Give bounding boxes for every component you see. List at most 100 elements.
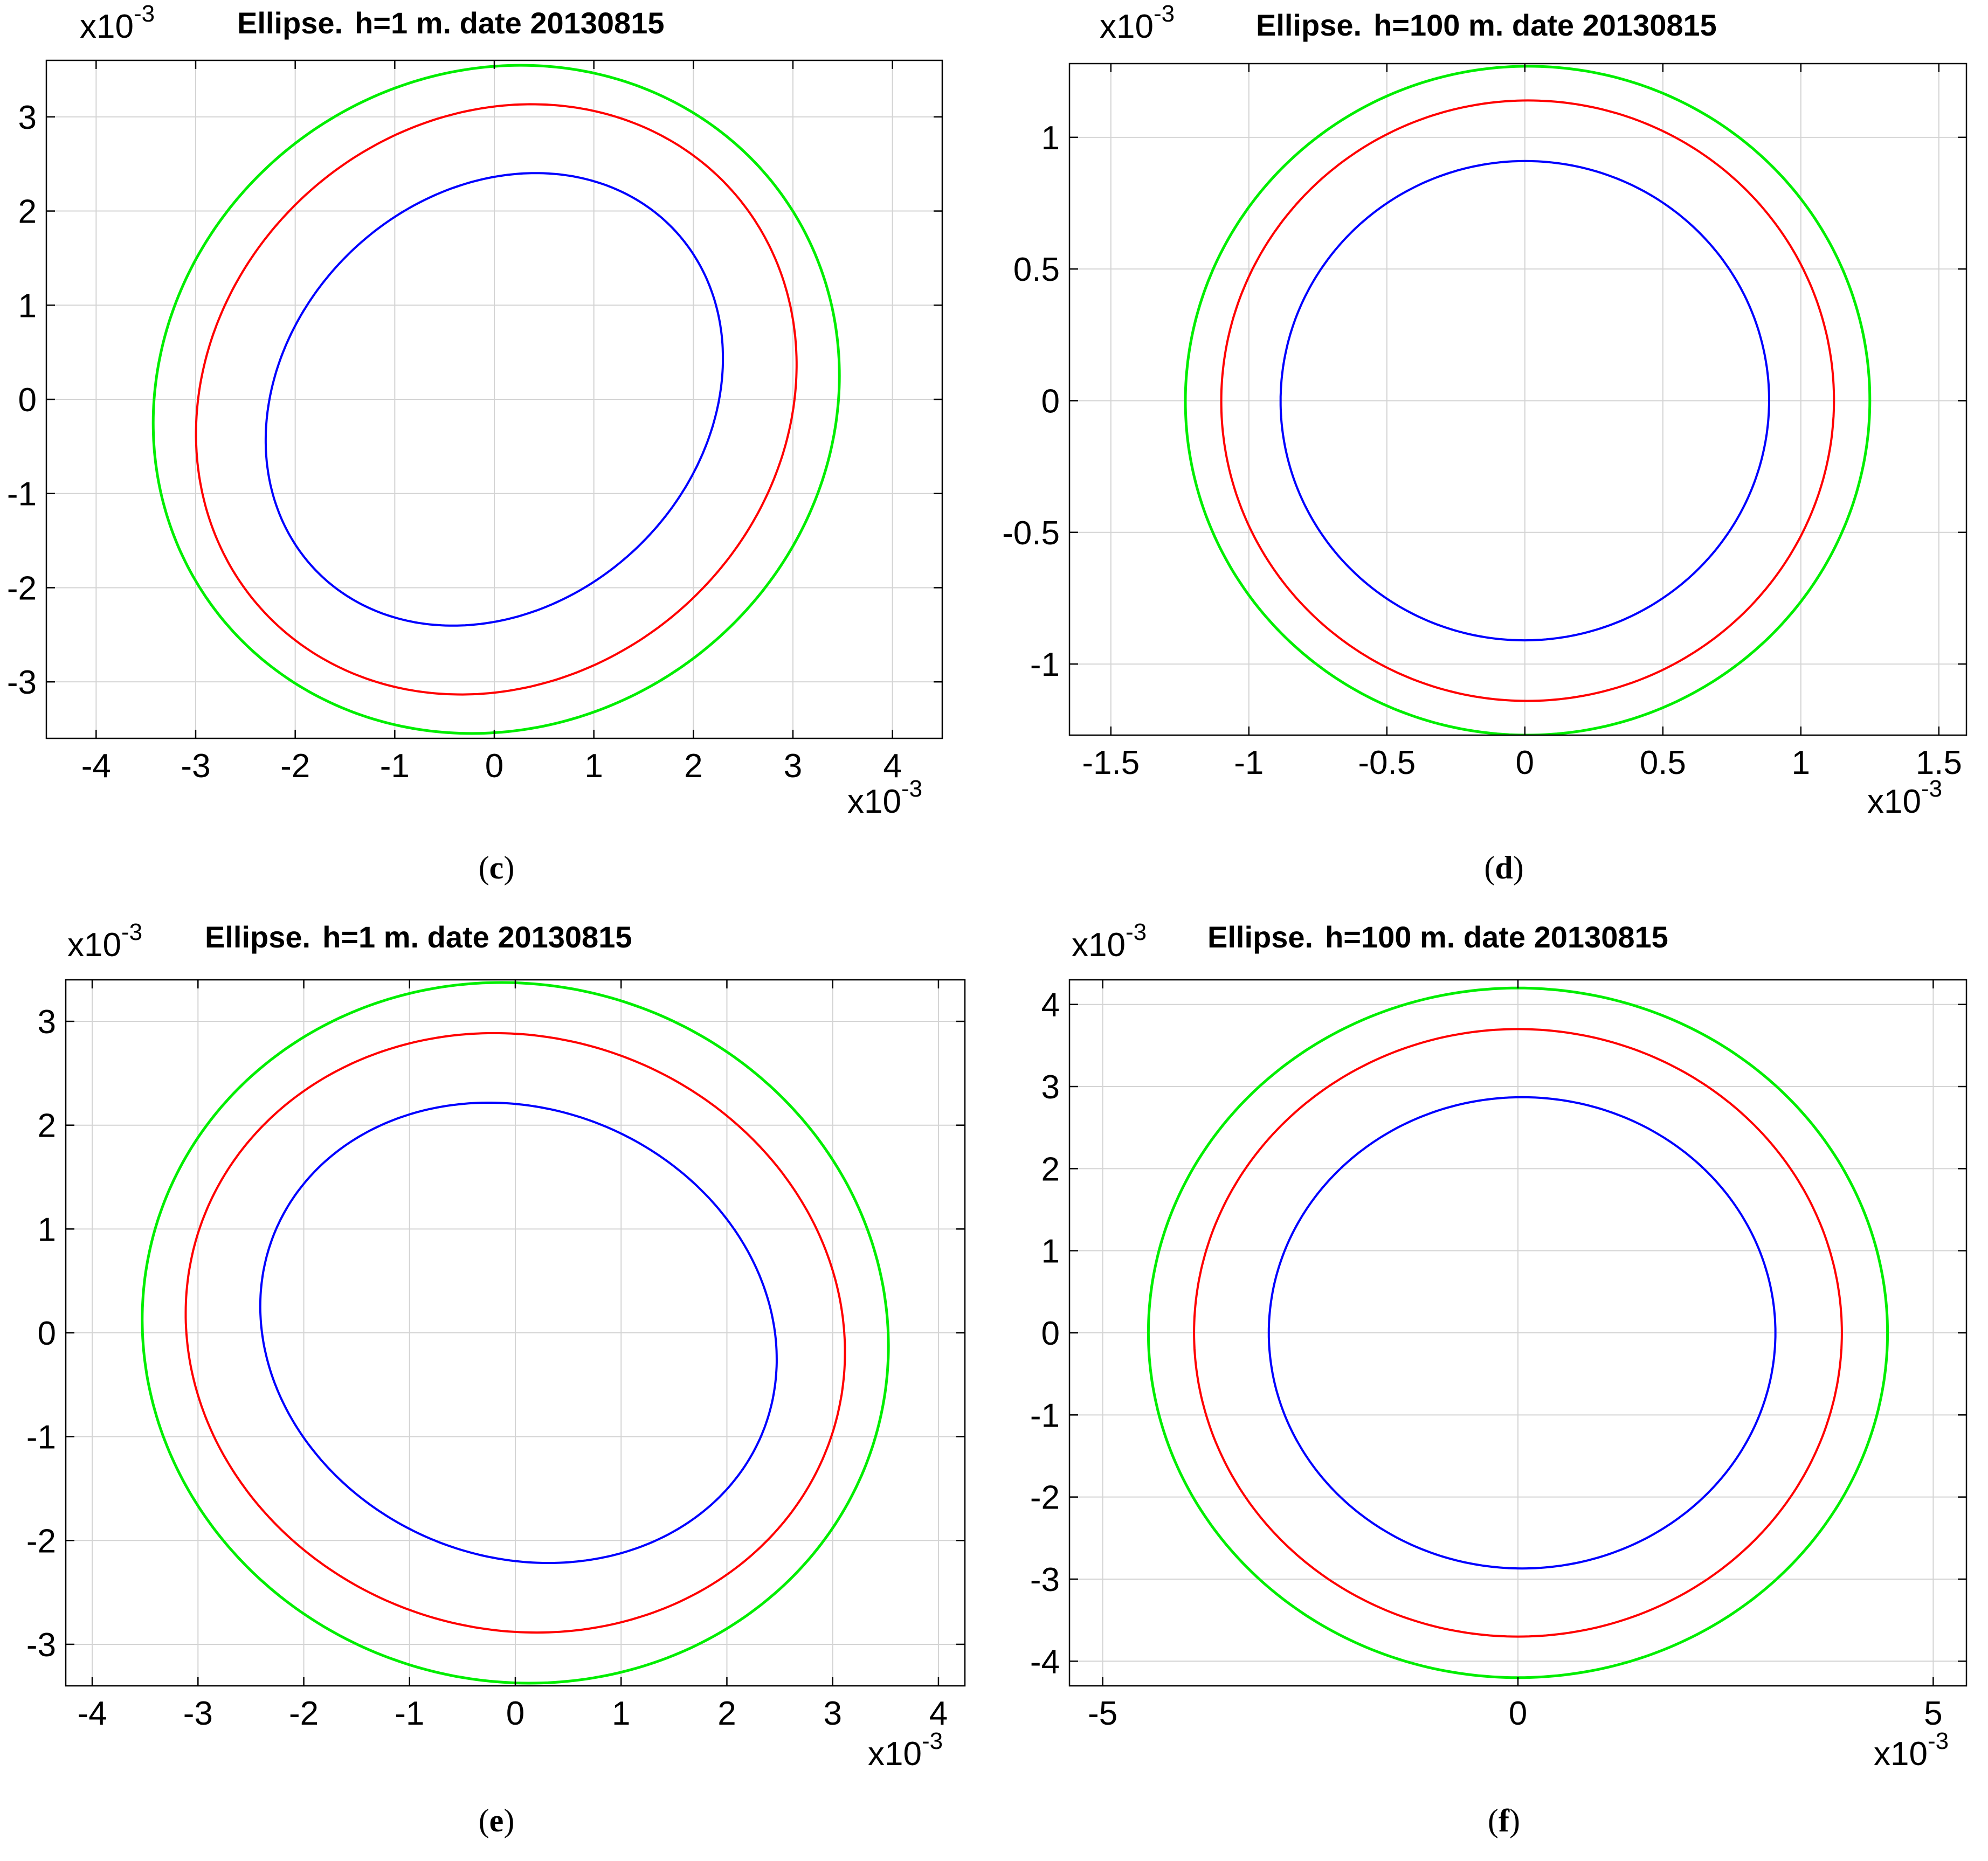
series-inner-ellipse: [1279, 160, 1770, 642]
x-tick-label: 0: [506, 1695, 524, 1732]
y-tick-label: 3: [38, 1004, 56, 1041]
grid: [1069, 64, 1966, 735]
series-inner-ellipse: [1267, 1096, 1777, 1570]
series-middle-ellipse: [195, 103, 798, 696]
chart-title-rest: h=1 m. date 20130815: [355, 6, 664, 40]
x-tick-label: -4: [77, 1695, 107, 1732]
series-outer-ellipse: [141, 981, 890, 1685]
y-exponent: x10-3: [1072, 919, 1147, 964]
x-tick-label: 3: [784, 748, 802, 785]
chart-title-bold: Ellipse.: [1256, 8, 1362, 42]
panel-label: (f): [1488, 1803, 1520, 1838]
y-exponent-power: -3: [1154, 1, 1175, 27]
chart-title: Ellipse. h=1 m. date 20130815: [237, 6, 664, 40]
y-exponent-power: -3: [134, 1, 155, 27]
panel-label-letter: e: [489, 1803, 504, 1838]
y-tick-label: 0: [18, 382, 37, 419]
chart-title-bold: Ellipse.: [205, 920, 310, 954]
x-exponent: x10-3: [1874, 1728, 1949, 1773]
x-tick-label: 0: [485, 748, 503, 785]
x-tick-label: 1: [1792, 744, 1810, 781]
y-tick-label: 2: [38, 1108, 56, 1145]
x-exponent-base: x10: [847, 783, 901, 820]
series-outer-ellipse: [1147, 986, 1889, 1679]
x-tick-label: 4: [883, 748, 901, 785]
y-tick-label: 0: [38, 1315, 56, 1352]
chart-title: Ellipse. h=100 m. date 20130815: [1256, 8, 1717, 42]
x-exponent-base: x10: [1867, 783, 1921, 820]
x-tick-label: -2: [280, 748, 310, 785]
y-tick-label: 0: [1041, 383, 1060, 420]
x-tick-label: 2: [684, 748, 702, 785]
chart-panel-e: -4 -3 -2 -1 0 1 2 3 43210-1-2-3x10-3x10-3Ellipse…: [26, 919, 966, 1838]
y-tick-label: -2: [1030, 1479, 1060, 1517]
y-exponent-power: -3: [1126, 919, 1147, 945]
x-exponent-power: -3: [922, 1728, 943, 1754]
grid: [1069, 980, 1966, 1686]
x-tick-label: 4: [929, 1695, 948, 1732]
y-tick-label: -1: [7, 476, 37, 513]
y-exponent-base: x10: [1100, 8, 1154, 45]
x-tick-label: 0: [1509, 1695, 1527, 1732]
chart-title: Ellipse. h=100 m. date 20130815: [1207, 920, 1668, 954]
y-tick-label: 1: [18, 287, 37, 324]
x-exponent: x10-3: [847, 776, 922, 820]
y-tick-label: -0.5: [1002, 515, 1060, 552]
x-tick-label: -5: [1088, 1695, 1117, 1732]
y-exponent: x10-3: [1100, 1, 1175, 45]
chart-panel-c: -4 -3 -2 -1 0 1 2 3 43210-1-2-3x10-3x10-3Ellipse…: [7, 1, 943, 885]
x-tick-label: -0.5: [1358, 744, 1416, 781]
axes-box: [1068, 63, 1968, 736]
chart-title-bold: Ellipse.: [237, 6, 343, 40]
y-tick-label: -3: [1030, 1561, 1060, 1599]
x-tick-label: 0.5: [1640, 744, 1686, 781]
y-exponent-base: x10: [67, 926, 121, 964]
chart-panel-d: -1.5 -1 -0.5 0 0.5 1 1.510.50-0.5-1x10-3x10-3E…: [1002, 1, 1968, 885]
y-tick-label: 1: [1041, 120, 1060, 157]
y-tick-label: 1: [38, 1211, 56, 1248]
y-tick-label: 0: [1041, 1315, 1060, 1352]
x-tick-label: -1: [395, 1695, 424, 1732]
chart-title-bold: Ellipse.: [1207, 920, 1313, 954]
x-tick-label: 0: [1516, 744, 1534, 781]
series-group: [151, 64, 841, 735]
series-middle-ellipse: [1193, 1028, 1843, 1638]
y-tick-label: 2: [18, 193, 37, 231]
y-tick-label: 3: [1041, 1069, 1060, 1106]
y-exponent: x10-3: [67, 919, 142, 964]
y-tick-label: -2: [7, 570, 37, 607]
y-exponent-base: x10: [1072, 926, 1126, 964]
y-tick-label: -3: [7, 664, 37, 701]
panel-label-letter: c: [489, 850, 504, 885]
x-tick-label: 2: [717, 1695, 736, 1732]
y-exponent: x10-3: [80, 1, 155, 45]
grid: [46, 60, 942, 738]
panel-label: (d): [1484, 850, 1523, 885]
y-tick-label: 1: [1041, 1233, 1060, 1270]
series-middle-ellipse: [184, 1032, 846, 1634]
x-tick-label: 5: [1924, 1695, 1942, 1732]
y-tick-label: -3: [26, 1627, 56, 1664]
x-tick-label: 3: [823, 1695, 841, 1732]
series-group: [1147, 986, 1889, 1679]
y-tick-label: 3: [18, 99, 37, 136]
x-tick-label: -3: [181, 748, 210, 785]
x-exponent-power: -3: [1921, 776, 1942, 802]
x-exponent: x10-3: [1867, 776, 1942, 820]
panel-label-letter: f: [1499, 1803, 1510, 1838]
y-exponent-base: x10: [80, 8, 134, 45]
y-tick-label: -1: [1030, 1397, 1060, 1434]
x-tick-label: -4: [81, 748, 111, 785]
grid: [66, 980, 965, 1686]
x-exponent-base: x10: [1874, 1735, 1928, 1773]
series-inner-ellipse: [259, 1102, 778, 1564]
x-exponent-power: -3: [901, 776, 922, 802]
panel-label-letter: d: [1495, 850, 1513, 885]
series-inner-ellipse: [264, 172, 724, 627]
x-tick-label: -1: [380, 748, 410, 785]
panel-label: (e): [479, 1803, 515, 1838]
x-tick-label: 1: [612, 1695, 630, 1732]
series-middle-ellipse: [1220, 99, 1835, 702]
